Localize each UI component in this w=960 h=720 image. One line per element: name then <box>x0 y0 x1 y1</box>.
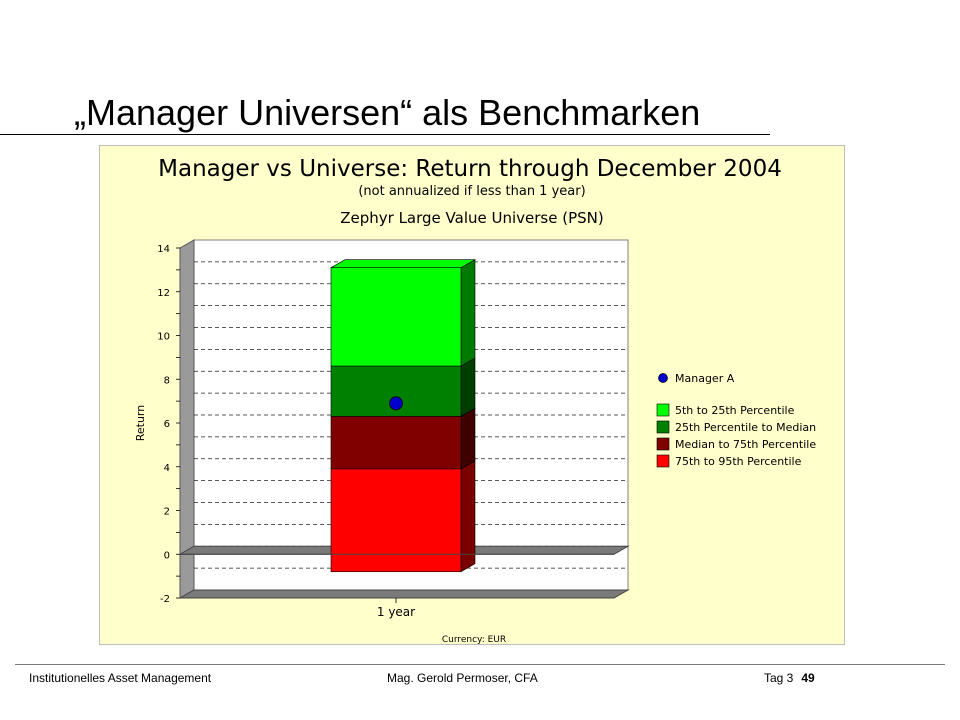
chart-title: Manager vs Universe: Return through Dece… <box>158 156 782 182</box>
footer-day-label: Tag 3 <box>764 671 794 685</box>
chart-subtitle: (not annualized if less than 1 year) <box>358 184 585 199</box>
y-tick-label: 8 <box>164 375 170 386</box>
chart-panel: Manager vs Universe: Return through Dece… <box>99 145 845 645</box>
legend-swatch <box>656 420 670 434</box>
legend-marker <box>658 373 668 383</box>
legend-label: 75th to 95th Percentile <box>675 455 802 468</box>
plot-side-wall <box>179 239 195 599</box>
chart-universe-label: Zephyr Large Value Universe (PSN) <box>340 209 604 227</box>
footer-course: Institutionelles Asset Management <box>29 671 212 685</box>
footer-divider <box>15 664 945 665</box>
y-tick-label: 12 <box>157 288 170 299</box>
y-axis-label: Return <box>134 405 147 442</box>
manager-point <box>389 396 403 411</box>
bar-segment <box>330 267 462 367</box>
legend-swatch <box>656 454 670 468</box>
currency-note: Currency: EUR <box>442 635 506 645</box>
chart: Manager vs Universe: Return through Dece… <box>134 156 816 645</box>
footer-author: Mag. Gerold Permoser, CFA <box>387 671 538 685</box>
y-tick-label: -2 <box>160 594 170 605</box>
y-tick-label: 14 <box>157 244 170 255</box>
y-tick-label: 0 <box>164 550 170 561</box>
slide-title: „Manager Universen“ als Benchmarken <box>74 92 701 133</box>
legend-label: 25th Percentile to Median <box>675 421 816 434</box>
x-tick-label: 1 year <box>377 605 415 619</box>
bar-side <box>460 259 476 367</box>
legend-label: 5th to 25th Percentile <box>675 404 795 417</box>
title-underline <box>0 134 770 135</box>
legend-label: Median to 75th Percentile <box>675 438 816 451</box>
legend-label: Manager A <box>675 372 735 385</box>
bar-side <box>460 460 476 573</box>
bar-side <box>460 357 476 417</box>
y-tick-label: 2 <box>164 507 170 518</box>
footer-page-number: 49 <box>801 671 815 685</box>
bar-top <box>329 259 477 268</box>
y-tick-label: 4 <box>164 463 170 474</box>
bar-side <box>460 407 476 470</box>
bar-segment <box>330 468 462 573</box>
y-tick-label: 6 <box>164 419 170 430</box>
legend-swatch <box>656 437 670 451</box>
footer-day: Tag 3 49 <box>764 671 815 685</box>
y-tick-label: 10 <box>157 332 170 343</box>
bar-segment <box>330 416 462 470</box>
plot-floor <box>178 589 630 599</box>
legend-swatch <box>656 403 670 417</box>
